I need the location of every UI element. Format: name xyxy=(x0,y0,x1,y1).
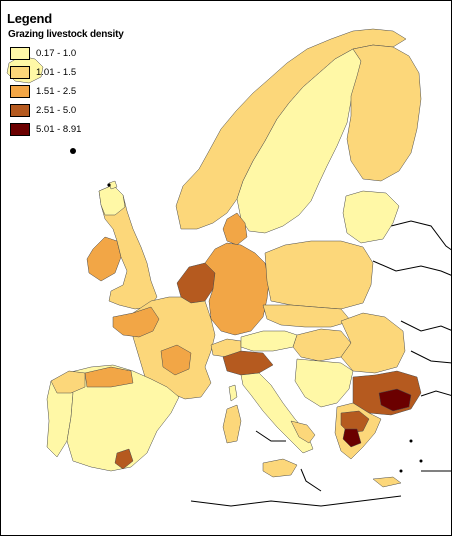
region-sardinia xyxy=(222,404,242,444)
region-spain xyxy=(66,364,180,472)
region-benelux xyxy=(176,262,216,304)
region-corsica xyxy=(228,384,238,402)
region-czech-slovakia xyxy=(262,304,352,328)
region-iceland xyxy=(6,55,44,84)
region-murcia xyxy=(114,448,134,470)
region-apulia xyxy=(290,420,316,444)
region-italy-peninsula xyxy=(240,372,314,454)
region-austria xyxy=(240,330,298,352)
region-thessaly xyxy=(342,428,362,448)
region-polygons xyxy=(6,28,422,488)
region-northern-spain xyxy=(84,366,134,388)
region-finland xyxy=(346,44,422,182)
region-brittany-normandy xyxy=(112,306,160,338)
region-bulgaria-peak xyxy=(378,388,412,412)
small-islands xyxy=(70,148,423,473)
region-massif-central xyxy=(160,344,192,376)
region-crete xyxy=(372,476,402,488)
region-denmark xyxy=(222,212,248,246)
region-greece-north xyxy=(340,410,370,434)
region-galicia xyxy=(50,370,86,394)
non-data-country-outlines xyxy=(190,220,451,507)
region-ireland xyxy=(86,236,122,282)
region-poland xyxy=(264,240,374,310)
region-germany xyxy=(204,242,270,336)
region-faroe xyxy=(108,180,118,190)
region-great-britain xyxy=(98,184,158,310)
region-baltics xyxy=(342,190,400,244)
region-romania xyxy=(340,312,406,374)
region-italy-north xyxy=(222,350,274,376)
region-balkans xyxy=(294,358,354,408)
region-sicily xyxy=(262,458,298,478)
